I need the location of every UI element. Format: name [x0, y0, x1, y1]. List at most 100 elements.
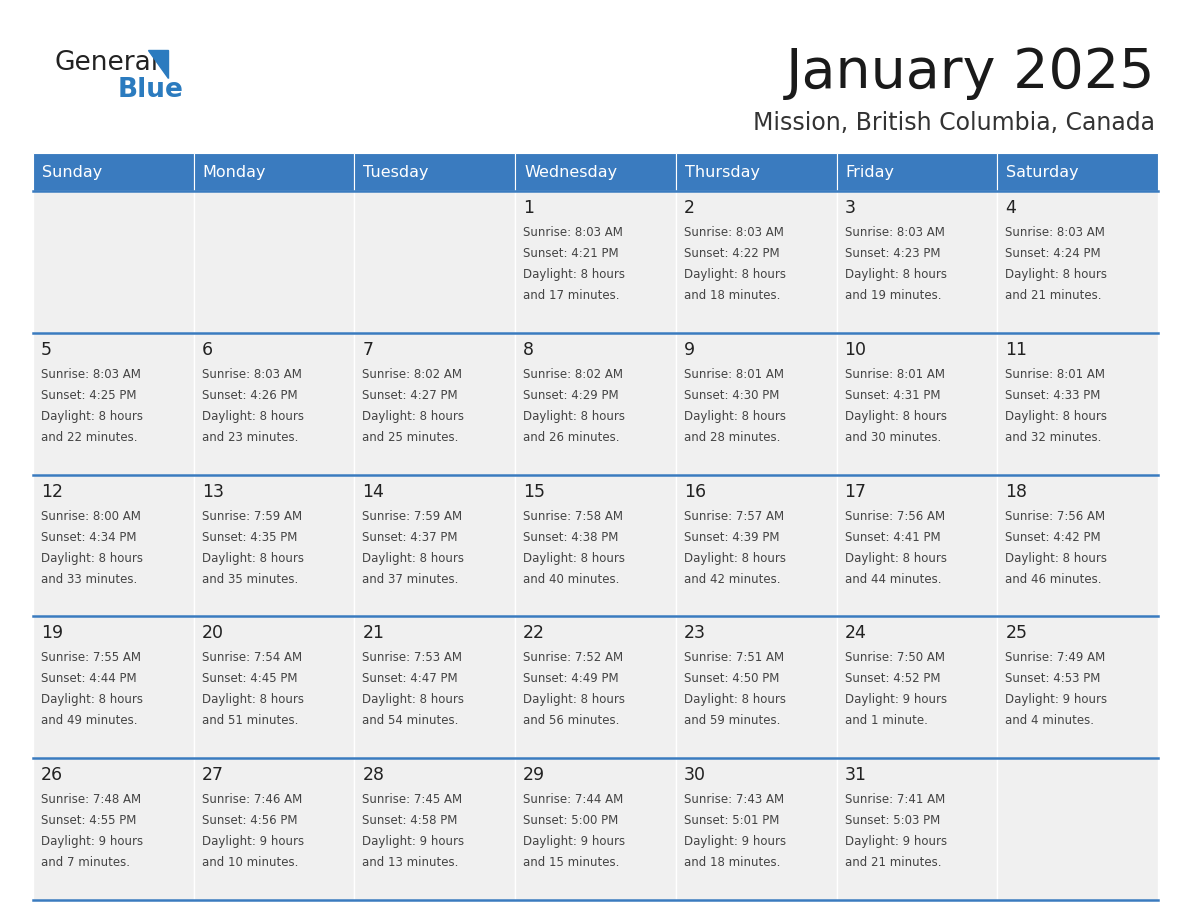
- Text: Daylight: 8 hours: Daylight: 8 hours: [202, 552, 304, 565]
- Bar: [33, 333, 194, 475]
- Text: 3: 3: [845, 199, 855, 217]
- Text: and 35 minutes.: and 35 minutes.: [202, 573, 298, 586]
- Text: Sunrise: 7:48 AM: Sunrise: 7:48 AM: [42, 793, 141, 806]
- Text: and 28 minutes.: and 28 minutes.: [684, 431, 781, 443]
- Text: 5: 5: [42, 341, 52, 359]
- Text: and 40 minutes.: and 40 minutes.: [523, 573, 619, 586]
- Bar: [33, 475, 194, 616]
- Bar: [997, 191, 1158, 333]
- Text: Sunrise: 8:03 AM: Sunrise: 8:03 AM: [523, 226, 623, 239]
- Text: Daylight: 8 hours: Daylight: 8 hours: [523, 552, 625, 565]
- Bar: [676, 333, 836, 475]
- Text: Sunrise: 7:49 AM: Sunrise: 7:49 AM: [1005, 652, 1106, 665]
- Text: and 21 minutes.: and 21 minutes.: [1005, 289, 1101, 302]
- Text: Daylight: 8 hours: Daylight: 8 hours: [1005, 409, 1107, 423]
- Bar: [33, 616, 194, 758]
- Text: Sunrise: 7:50 AM: Sunrise: 7:50 AM: [845, 652, 944, 665]
- Text: Daylight: 8 hours: Daylight: 8 hours: [1005, 552, 1107, 565]
- Text: 18: 18: [1005, 483, 1028, 500]
- Text: 24: 24: [845, 624, 866, 643]
- Text: 17: 17: [845, 483, 866, 500]
- Text: Sunset: 4:33 PM: Sunset: 4:33 PM: [1005, 389, 1100, 402]
- Text: and 21 minutes.: and 21 minutes.: [845, 856, 941, 869]
- Bar: [354, 616, 516, 758]
- Bar: [836, 333, 997, 475]
- Bar: [836, 616, 997, 758]
- Bar: [194, 758, 354, 900]
- Text: and 23 minutes.: and 23 minutes.: [202, 431, 298, 443]
- Text: and 19 minutes.: and 19 minutes.: [845, 289, 941, 302]
- Text: 27: 27: [202, 767, 223, 784]
- Text: and 30 minutes.: and 30 minutes.: [845, 431, 941, 443]
- Text: Tuesday: Tuesday: [364, 164, 429, 180]
- Text: and 54 minutes.: and 54 minutes.: [362, 714, 459, 727]
- Bar: [516, 333, 676, 475]
- Bar: [676, 153, 836, 191]
- Text: Sunset: 4:38 PM: Sunset: 4:38 PM: [523, 531, 619, 543]
- Text: 6: 6: [202, 341, 213, 359]
- Text: and 18 minutes.: and 18 minutes.: [684, 856, 781, 869]
- Text: Sunset: 4:52 PM: Sunset: 4:52 PM: [845, 672, 940, 686]
- Text: Sunset: 4:42 PM: Sunset: 4:42 PM: [1005, 531, 1101, 543]
- Text: Sunrise: 7:54 AM: Sunrise: 7:54 AM: [202, 652, 302, 665]
- Text: 11: 11: [1005, 341, 1028, 359]
- Bar: [997, 475, 1158, 616]
- Text: and 56 minutes.: and 56 minutes.: [523, 714, 619, 727]
- Bar: [516, 475, 676, 616]
- Text: Daylight: 8 hours: Daylight: 8 hours: [42, 409, 143, 423]
- Text: Monday: Monday: [203, 164, 266, 180]
- Text: Sunset: 4:41 PM: Sunset: 4:41 PM: [845, 531, 940, 543]
- Text: 21: 21: [362, 624, 385, 643]
- Text: Daylight: 9 hours: Daylight: 9 hours: [845, 835, 947, 848]
- Text: Daylight: 8 hours: Daylight: 8 hours: [684, 552, 785, 565]
- Bar: [354, 153, 516, 191]
- Text: Sunrise: 8:03 AM: Sunrise: 8:03 AM: [684, 226, 784, 239]
- Text: Sunrise: 8:01 AM: Sunrise: 8:01 AM: [1005, 368, 1105, 381]
- Text: Sunset: 4:24 PM: Sunset: 4:24 PM: [1005, 247, 1101, 260]
- Text: Sunrise: 7:41 AM: Sunrise: 7:41 AM: [845, 793, 944, 806]
- Text: General: General: [55, 50, 159, 76]
- Text: Sunrise: 7:55 AM: Sunrise: 7:55 AM: [42, 652, 141, 665]
- Text: Daylight: 8 hours: Daylight: 8 hours: [684, 268, 785, 281]
- Text: Sunrise: 8:01 AM: Sunrise: 8:01 AM: [684, 368, 784, 381]
- Bar: [194, 616, 354, 758]
- Text: Daylight: 9 hours: Daylight: 9 hours: [684, 835, 786, 848]
- Text: Daylight: 8 hours: Daylight: 8 hours: [42, 552, 143, 565]
- Text: 13: 13: [202, 483, 223, 500]
- Text: Daylight: 9 hours: Daylight: 9 hours: [42, 835, 143, 848]
- Text: Daylight: 9 hours: Daylight: 9 hours: [362, 835, 465, 848]
- Text: Daylight: 9 hours: Daylight: 9 hours: [845, 693, 947, 706]
- Bar: [836, 475, 997, 616]
- Text: and 49 minutes.: and 49 minutes.: [42, 714, 138, 727]
- Text: Sunset: 4:22 PM: Sunset: 4:22 PM: [684, 247, 779, 260]
- Text: Sunrise: 7:56 AM: Sunrise: 7:56 AM: [1005, 509, 1105, 522]
- Bar: [676, 475, 836, 616]
- Polygon shape: [148, 50, 168, 78]
- Text: and 25 minutes.: and 25 minutes.: [362, 431, 459, 443]
- Text: Daylight: 8 hours: Daylight: 8 hours: [684, 409, 785, 423]
- Text: 16: 16: [684, 483, 706, 500]
- Text: Friday: Friday: [846, 164, 895, 180]
- Bar: [997, 153, 1158, 191]
- Text: Sunset: 4:47 PM: Sunset: 4:47 PM: [362, 672, 459, 686]
- Text: Sunrise: 7:59 AM: Sunrise: 7:59 AM: [362, 509, 462, 522]
- Text: Sunrise: 8:01 AM: Sunrise: 8:01 AM: [845, 368, 944, 381]
- Text: Sunset: 4:21 PM: Sunset: 4:21 PM: [523, 247, 619, 260]
- Bar: [836, 153, 997, 191]
- Text: 22: 22: [523, 624, 545, 643]
- Text: Sunrise: 7:51 AM: Sunrise: 7:51 AM: [684, 652, 784, 665]
- Text: Sunset: 4:27 PM: Sunset: 4:27 PM: [362, 389, 459, 402]
- Text: and 44 minutes.: and 44 minutes.: [845, 573, 941, 586]
- Text: and 4 minutes.: and 4 minutes.: [1005, 714, 1094, 727]
- Text: 2: 2: [684, 199, 695, 217]
- Text: and 1 minute.: and 1 minute.: [845, 714, 928, 727]
- Text: Wednesday: Wednesday: [524, 164, 618, 180]
- Text: 29: 29: [523, 767, 545, 784]
- Text: and 33 minutes.: and 33 minutes.: [42, 573, 138, 586]
- Text: 31: 31: [845, 767, 866, 784]
- Text: Daylight: 9 hours: Daylight: 9 hours: [202, 835, 304, 848]
- Text: Sunrise: 8:02 AM: Sunrise: 8:02 AM: [362, 368, 462, 381]
- Text: Saturday: Saturday: [1006, 164, 1079, 180]
- Text: Sunset: 4:53 PM: Sunset: 4:53 PM: [1005, 672, 1100, 686]
- Text: Sunset: 4:23 PM: Sunset: 4:23 PM: [845, 247, 940, 260]
